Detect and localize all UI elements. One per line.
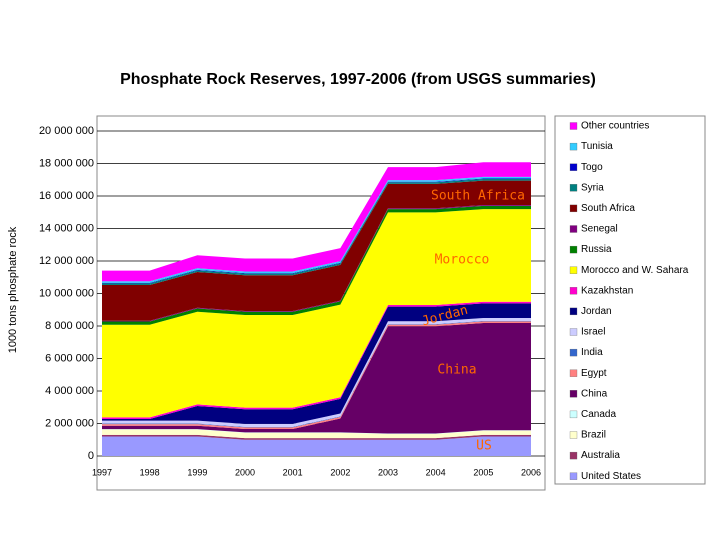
legend-swatch: [569, 163, 578, 171]
legend-swatch: [569, 184, 578, 192]
legend-swatch: [569, 287, 578, 295]
area: [102, 429, 531, 439]
legend-label: Egypt: [581, 368, 607, 379]
legend-swatch: [569, 390, 578, 398]
annotation: South Africa: [431, 189, 525, 204]
x-tick-label: 2000: [235, 467, 255, 477]
y-tick-label: 8 000 000: [45, 320, 94, 332]
annotation: China: [437, 363, 476, 378]
y-tick-label: 18 000 000: [39, 157, 94, 169]
legend-swatch: [569, 410, 578, 419]
area: [102, 434, 531, 440]
legend-label: South Africa: [581, 203, 635, 214]
area: [102, 436, 531, 456]
y-tick-label: 10 000 000: [39, 287, 94, 299]
legend-swatch: [569, 369, 578, 377]
x-tick-label: 2002: [330, 467, 350, 477]
legend-swatch: [569, 431, 578, 439]
legend-label: Canada: [581, 409, 616, 420]
legend-label: United States: [581, 471, 641, 482]
y-tick-label: 16 000 000: [39, 190, 94, 202]
y-axis-label: 1000 tons phosphate rock: [7, 226, 19, 353]
y-tick-label: 14 000 000: [39, 222, 94, 234]
x-tick-label: 1998: [140, 467, 160, 477]
area: [102, 322, 531, 434]
y-tick-label: 2 000 000: [45, 417, 94, 429]
legend-swatch: [569, 472, 578, 480]
area: [102, 180, 531, 321]
legend-label: Russia: [581, 244, 612, 255]
legend-swatch: [569, 204, 578, 213]
legend-label: Kazakhstan: [581, 285, 633, 296]
legend-label: Jordan: [581, 306, 612, 317]
y-tick-label: 0: [88, 450, 94, 462]
legend-label: Other countries: [581, 121, 649, 132]
legend-swatch: [569, 328, 578, 336]
area: [102, 429, 531, 434]
legend-frame: [554, 115, 706, 485]
legend-label: Australia: [581, 450, 620, 461]
legend-label: Togo: [581, 162, 603, 173]
x-tick-label: 2003: [378, 467, 398, 477]
annotation: Morocco: [435, 253, 490, 268]
x-tick-label: 2006: [521, 467, 541, 477]
legend-swatch: [569, 245, 578, 254]
x-tick-label: 1999: [187, 467, 207, 477]
legend-swatch: [569, 266, 578, 274]
y-tick-label: 12 000 000: [39, 255, 94, 267]
x-tick-label: 2005: [473, 467, 493, 477]
legend-label: Brazil: [581, 430, 606, 441]
legend-label: Tunisia: [581, 141, 613, 152]
y-tick-label: 20 000 000: [39, 125, 94, 137]
legend-swatch: [569, 307, 578, 316]
legend-label: India: [581, 347, 603, 358]
chart-title: Phosphate Rock Reserves, 1997-2006 (from…: [120, 71, 596, 88]
area: [102, 162, 531, 282]
x-tick-label: 2004: [426, 467, 446, 477]
legend-label: Israel: [581, 327, 605, 338]
legend-label: China: [581, 388, 608, 399]
annotation: US: [476, 439, 492, 454]
y-tick-label: 4 000 000: [45, 385, 94, 397]
legend-swatch: [569, 142, 578, 151]
x-tick-label: 1997: [92, 467, 112, 477]
x-tick-label: 2001: [283, 467, 303, 477]
legend-swatch: [569, 225, 578, 233]
legend-label: Morocco and W. Sahara: [581, 265, 689, 276]
legend-swatch: [569, 122, 578, 130]
y-tick-label: 6 000 000: [45, 352, 94, 364]
area: [102, 303, 531, 424]
area: [102, 209, 531, 418]
legend-label: Syria: [581, 182, 604, 193]
plot-frame: [96, 115, 546, 491]
legend-swatch: [569, 348, 578, 357]
legend-label: Senegal: [581, 224, 618, 235]
legend-swatch: [569, 451, 578, 460]
